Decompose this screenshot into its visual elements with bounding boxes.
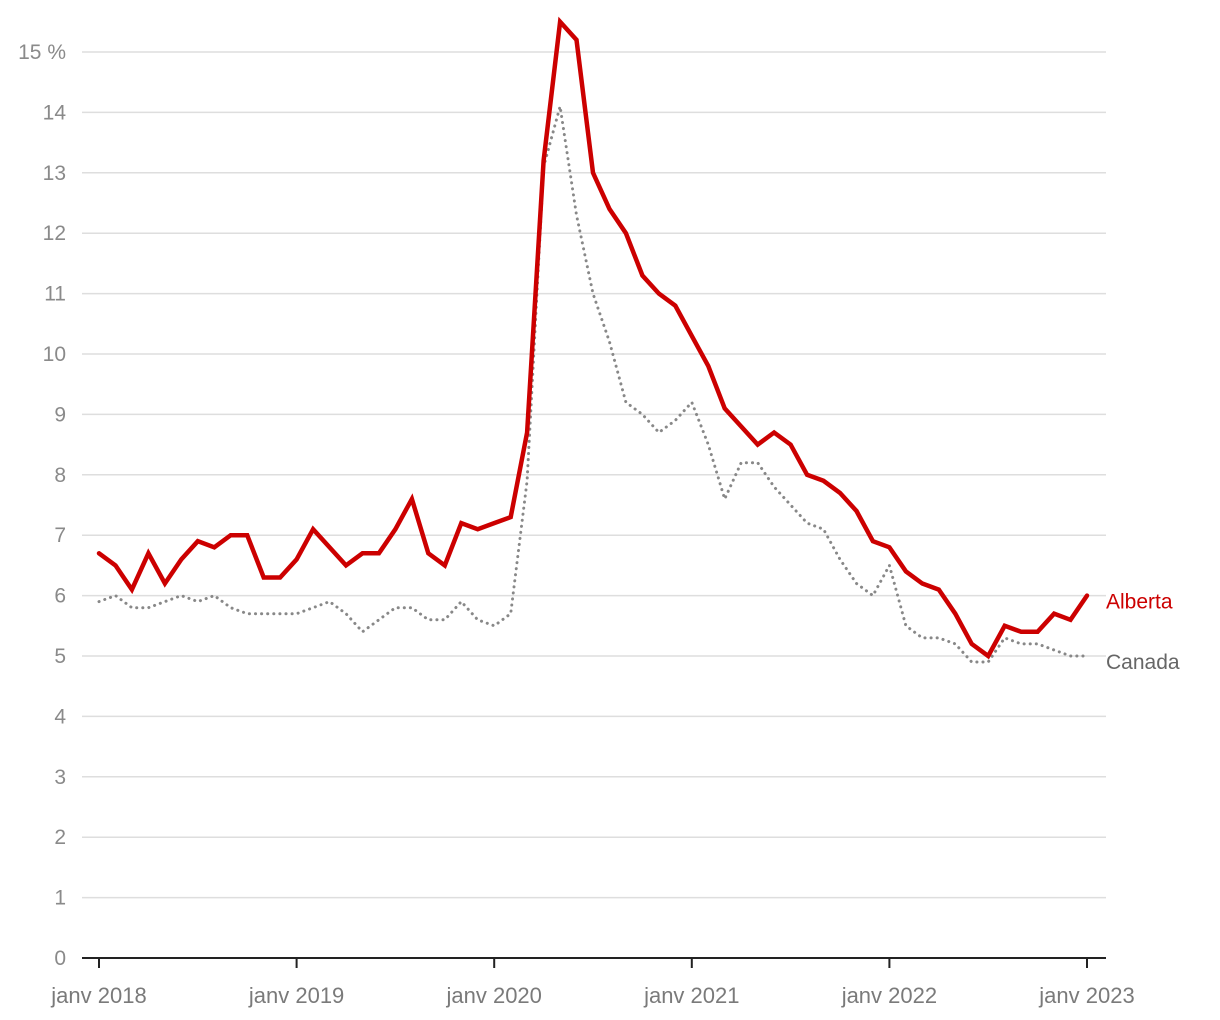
y-tick-label: 10: [43, 343, 66, 366]
x-tick-label: janv 2022: [841, 983, 937, 1008]
series-line-canada: [97, 106, 1089, 664]
x-tick-label: janv 2019: [248, 983, 344, 1008]
y-tick-label: 2: [54, 826, 66, 849]
y-tick-label: 3: [54, 766, 66, 789]
y-tick-label: 6: [54, 585, 66, 608]
series-label-canada: Canada: [1106, 651, 1180, 674]
series-lines: [96, 16, 1090, 664]
series-line-alberta: [96, 16, 1090, 660]
series-label-alberta: Alberta: [1106, 591, 1173, 614]
y-tick-label: 12: [43, 222, 66, 245]
x-tick-label: janv 2020: [445, 983, 541, 1008]
x-tick-label: janv 2023: [1038, 983, 1134, 1008]
y-tick-label: 1: [54, 887, 66, 910]
x-tick-label: janv 2018: [50, 983, 146, 1008]
x-tick-label: janv 2021: [643, 983, 739, 1008]
y-tick-label: 0: [54, 947, 66, 970]
y-tick-label: 15 %: [18, 41, 66, 64]
y-tick-label: 9: [54, 403, 66, 426]
y-tick-label: 7: [54, 524, 66, 547]
y-tick-label: 13: [43, 162, 66, 185]
y-tick-label: 14: [43, 101, 67, 124]
y-tick-label: 8: [54, 464, 66, 487]
series-labels: Canada Alberta: [1106, 591, 1180, 674]
y-tick-label: 4: [54, 705, 66, 728]
y-tick-label: 11: [44, 283, 66, 306]
y-tick-label: 5: [54, 645, 66, 668]
x-axis: janv 2018 janv 2019 janv 2020 janv 2021 janv…: [50, 957, 1135, 1008]
